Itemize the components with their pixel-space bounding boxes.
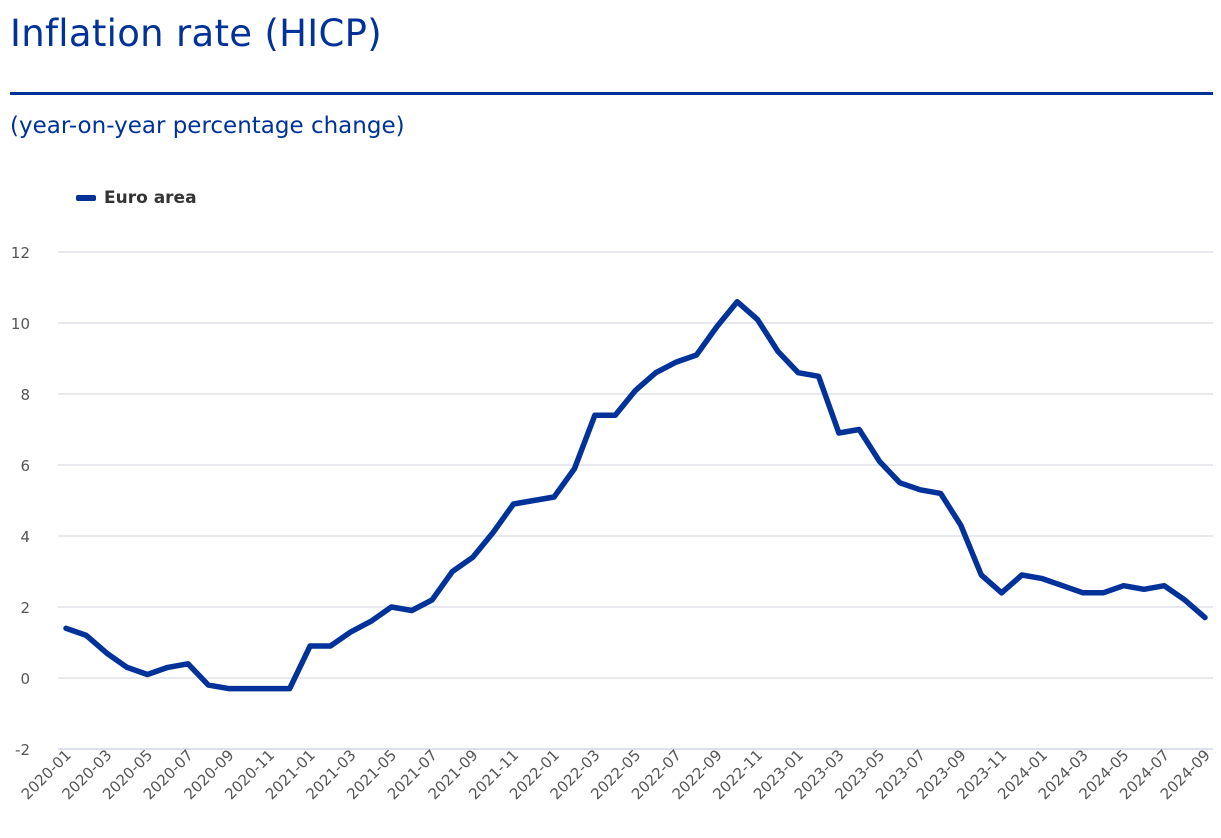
- data-point-2020-05[interactable]: [144, 671, 150, 677]
- y-tick-label: 12: [11, 244, 30, 262]
- data-point-2023-12[interactable]: [1019, 572, 1025, 578]
- data-point-2023-05[interactable]: [877, 458, 883, 464]
- data-point-2022-05[interactable]: [633, 387, 639, 393]
- data-point-2022-12[interactable]: [775, 348, 781, 354]
- title-divider: [10, 92, 1213, 95]
- data-point-2024-03[interactable]: [1080, 590, 1086, 596]
- data-point-2021-03[interactable]: [348, 629, 354, 635]
- series-layer: [63, 298, 1208, 692]
- data-point-2020-01[interactable]: [63, 625, 69, 631]
- data-point-2022-01[interactable]: [551, 494, 557, 500]
- y-tick-label: 2: [20, 599, 30, 617]
- data-point-2021-10[interactable]: [490, 529, 496, 535]
- data-point-2024-08[interactable]: [1182, 597, 1188, 603]
- data-point-2023-08[interactable]: [938, 490, 944, 496]
- data-point-2020-10[interactable]: [246, 686, 252, 692]
- y-tick-label: -2: [15, 741, 30, 759]
- data-point-2023-02[interactable]: [816, 373, 822, 379]
- data-point-2020-06[interactable]: [165, 664, 171, 670]
- data-point-2020-12[interactable]: [287, 686, 293, 692]
- data-point-2024-04[interactable]: [1100, 590, 1106, 596]
- data-point-2023-04[interactable]: [856, 427, 862, 433]
- data-point-2023-10[interactable]: [978, 572, 984, 578]
- data-point-2020-04[interactable]: [124, 664, 130, 670]
- data-point-2022-03[interactable]: [592, 412, 598, 418]
- data-point-2021-04[interactable]: [368, 618, 374, 624]
- data-point-2020-08[interactable]: [205, 682, 211, 688]
- data-point-2021-05[interactable]: [388, 604, 394, 610]
- data-point-2024-07[interactable]: [1161, 583, 1167, 589]
- data-point-2022-02[interactable]: [571, 466, 577, 472]
- x-axis-ticks: 2020-012020-032020-052020-072020-092020-…: [18, 746, 1214, 803]
- y-tick-label: 0: [20, 670, 30, 688]
- data-point-2023-07[interactable]: [917, 487, 923, 493]
- data-point-2021-01[interactable]: [307, 643, 313, 649]
- data-point-2023-01[interactable]: [795, 370, 801, 376]
- data-point-2022-09[interactable]: [714, 324, 720, 330]
- legend-label-euro-area: Euro area: [104, 188, 197, 208]
- data-point-2022-08[interactable]: [694, 352, 700, 358]
- y-tick-label: 10: [11, 315, 30, 333]
- data-point-2024-09[interactable]: [1202, 615, 1208, 621]
- chart-subtitle: (year-on-year percentage change): [10, 113, 405, 139]
- data-point-2024-01[interactable]: [1039, 576, 1045, 582]
- data-point-2024-06[interactable]: [1141, 586, 1147, 592]
- data-point-2023-11[interactable]: [999, 590, 1005, 596]
- data-point-2020-09[interactable]: [226, 686, 232, 692]
- y-axis-ticks: -2 0 2 4 6 8 10 12: [11, 244, 30, 759]
- y-tick-label: 6: [20, 457, 30, 475]
- y-tick-label: 8: [20, 386, 30, 404]
- page-title: Inflation rate (HICP): [10, 12, 382, 55]
- data-point-2020-11[interactable]: [266, 686, 272, 692]
- data-point-2023-09[interactable]: [958, 522, 964, 528]
- data-point-2023-03[interactable]: [836, 430, 842, 436]
- data-point-2021-02[interactable]: [327, 643, 333, 649]
- y-tick-label: 4: [20, 528, 30, 546]
- series-line-euro-area[interactable]: [63, 298, 1208, 692]
- grid-layer: [58, 251, 1213, 750]
- data-point-2022-11[interactable]: [755, 316, 761, 322]
- data-point-2021-09[interactable]: [470, 554, 476, 560]
- data-point-2024-02[interactable]: [1060, 583, 1066, 589]
- legend[interactable]: Euro area: [76, 188, 197, 208]
- data-point-2021-08[interactable]: [449, 569, 455, 575]
- data-point-2020-07[interactable]: [185, 661, 191, 667]
- data-point-2022-06[interactable]: [653, 370, 659, 376]
- data-point-2020-03[interactable]: [104, 650, 110, 656]
- data-point-2020-02[interactable]: [83, 632, 89, 638]
- data-point-2021-06[interactable]: [409, 608, 415, 614]
- data-point-2022-07[interactable]: [673, 359, 679, 365]
- data-point-2024-05[interactable]: [1121, 583, 1127, 589]
- data-point-2023-06[interactable]: [897, 480, 903, 486]
- data-point-2022-10[interactable]: [734, 299, 740, 305]
- legend-swatch-euro-area: [76, 195, 96, 201]
- data-point-2022-04[interactable]: [612, 412, 618, 418]
- data-point-2021-11[interactable]: [510, 501, 516, 507]
- data-point-2021-12[interactable]: [531, 498, 537, 504]
- data-point-2021-07[interactable]: [429, 597, 435, 603]
